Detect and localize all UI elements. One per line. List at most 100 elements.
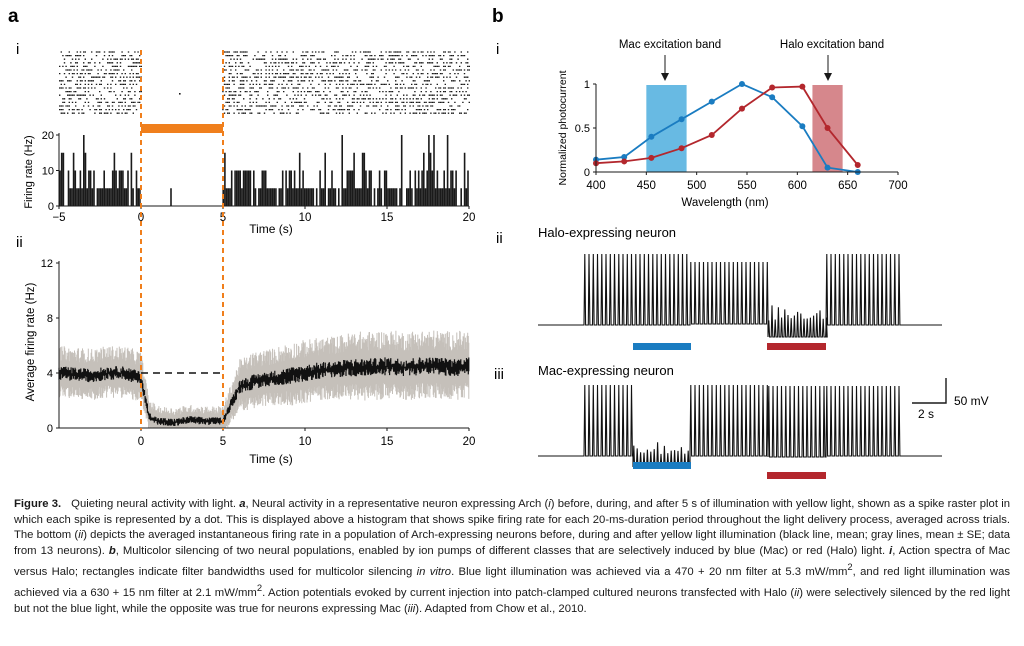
caption-label: Figure 3. <box>14 498 62 510</box>
panel-b-iii-label: iii <box>494 366 504 383</box>
a-i-x-tick-label: −5 <box>52 212 65 224</box>
caption-text: ). Adapted from Chow et al., 2010. <box>415 602 587 615</box>
a-ii-x-tick-label: 0 <box>138 436 144 448</box>
a-i-y-tick-label: 20 <box>42 130 54 142</box>
halo-red-light-bar <box>767 343 826 350</box>
panel-b-label: b <box>492 6 504 27</box>
action-spectra-plot: 0 0.5 1 400 450 500 550 600 650 700 <box>575 79 908 192</box>
spectrum-line <box>595 85 859 166</box>
spectrum-point <box>854 161 861 168</box>
b-i-y-tick-label: 0 <box>584 167 590 179</box>
a-i-x-tick-label: 5 <box>220 212 226 224</box>
a-ii-xlabel: Time (s) <box>249 452 293 466</box>
a-i-x-tick-label: 20 <box>463 212 476 224</box>
a-ii-y-tick-label: 8 <box>47 313 53 325</box>
b-i-ylabel: Normalized photocurrent <box>557 70 569 185</box>
caption-ref-b: b <box>108 544 116 557</box>
a-i-ylabel: Firing rate (Hz) <box>23 135 35 208</box>
a-ii-y-tick-label: 4 <box>47 368 53 380</box>
caption-ref: ii <box>794 587 800 600</box>
firing-rate-histogram <box>59 135 469 206</box>
caption-text: , Multicolor silencing of two neural pop… <box>115 544 890 557</box>
halo-band-label: Halo excitation band <box>780 39 884 51</box>
mac-red-light-bar <box>767 472 826 479</box>
average-firing-rate-plot: 0 4 8 12 0 5 10 15 20 <box>41 258 476 448</box>
spectrum-point <box>621 154 628 161</box>
caption-ref: i <box>889 544 893 557</box>
voltage-trace <box>538 384 942 468</box>
a-i-x-tick-label: 15 <box>381 212 394 224</box>
spike-raster <box>59 51 470 114</box>
b-i-x-tick-label: 600 <box>788 180 807 192</box>
caption-text: ) before, during, and after 5 s of illum… <box>14 498 1010 541</box>
raster-spike-dot <box>179 93 181 95</box>
figure-caption: Figure 3. Quieting neural activity with l… <box>14 497 1010 617</box>
a-i-x-tick-label: 0 <box>138 212 144 224</box>
caption-sup: 2 <box>847 561 853 572</box>
caption-ref: ii <box>78 529 84 541</box>
caption-text: Quieting neural activity with light. <box>71 498 240 510</box>
spectrum-point <box>621 158 628 165</box>
caption-ref: i <box>548 498 551 510</box>
panel-a-i-label: i <box>16 41 19 58</box>
spectrum-point <box>799 123 806 130</box>
scale-bar <box>912 378 947 404</box>
a-i-y-tick-label: 0 <box>48 201 54 213</box>
panel-b-i-label: i <box>496 41 499 58</box>
a-ii-y-tick-label: 0 <box>47 423 53 435</box>
mac-blue-light-bar <box>633 462 691 469</box>
spectrum-point <box>708 132 715 139</box>
spectrum-point <box>708 98 715 105</box>
scale-bar-voltage: 50 mV <box>954 394 989 408</box>
b-i-y-tick-label: 0.5 <box>575 123 590 135</box>
caption-sup: 2 <box>256 582 263 594</box>
spectrum-point <box>769 94 776 101</box>
halo-neuron-title: Halo-expressing neuron <box>538 225 676 240</box>
halo-blue-light-bar <box>633 343 691 350</box>
halo-band-arrowhead <box>824 73 832 81</box>
b-i-x-tick-label: 550 <box>737 180 756 192</box>
voltage-trace <box>538 253 942 338</box>
a-ii-x-tick-label: 20 <box>463 436 476 448</box>
b-i-y-tick-label: 1 <box>584 79 590 91</box>
raster-spikes <box>59 51 470 114</box>
panel-b-ii-label: ii <box>496 230 503 247</box>
caption-text: , and red light illumination was achieve… <box>14 565 1011 600</box>
spectrum-point <box>799 83 806 90</box>
mac-band-label: Mac excitation band <box>619 39 721 51</box>
mac-neuron-title: Mac-expressing neuron <box>538 363 674 378</box>
spectrum-point <box>738 81 745 87</box>
caption-ref-a: a <box>239 498 246 510</box>
panel-a-label: a <box>8 6 19 27</box>
spectrum-point <box>648 154 655 161</box>
caption-text: , Action spectra of Mac versus Halo; rec… <box>14 544 1010 578</box>
a-ii-x-tick-label: 5 <box>220 436 226 448</box>
b-i-xlabel: Wavelength (nm) <box>681 197 768 209</box>
a-ii-x-tick-label: 15 <box>381 436 394 448</box>
panel-a-ii-label: ii <box>16 234 23 251</box>
b-i-x-tick-label: 450 <box>637 180 656 192</box>
a-ii-ylabel: Average firing rate (Hz) <box>25 282 37 401</box>
spectrum-point <box>824 164 831 171</box>
caption-text: ) were selectively silenced by the red l… <box>14 587 1010 615</box>
spectrum-line <box>595 82 858 173</box>
spectrum-point <box>678 116 685 123</box>
caption-text: . Action potentials evoked by current in… <box>262 587 795 600</box>
spectrum-point <box>769 84 776 91</box>
b-i-x-tick-label: 700 <box>888 180 907 192</box>
a-ii-y-tick-label: 12 <box>41 258 53 270</box>
mac-band-arrowhead <box>661 73 669 81</box>
caption-ref: iii <box>407 602 416 615</box>
a-i-x-tick-label: 10 <box>299 212 312 224</box>
light-on-bar <box>141 124 223 133</box>
spectrum-point <box>648 133 655 140</box>
mac-voltage-trace <box>538 384 942 468</box>
b-i-x-tick-label: 400 <box>586 180 605 192</box>
caption-italic: in vitro <box>416 565 452 578</box>
spectrum-point <box>824 125 831 131</box>
scale-bar-time: 2 s <box>918 407 934 421</box>
halo-voltage-trace <box>538 253 942 338</box>
histogram-bars <box>59 135 469 206</box>
